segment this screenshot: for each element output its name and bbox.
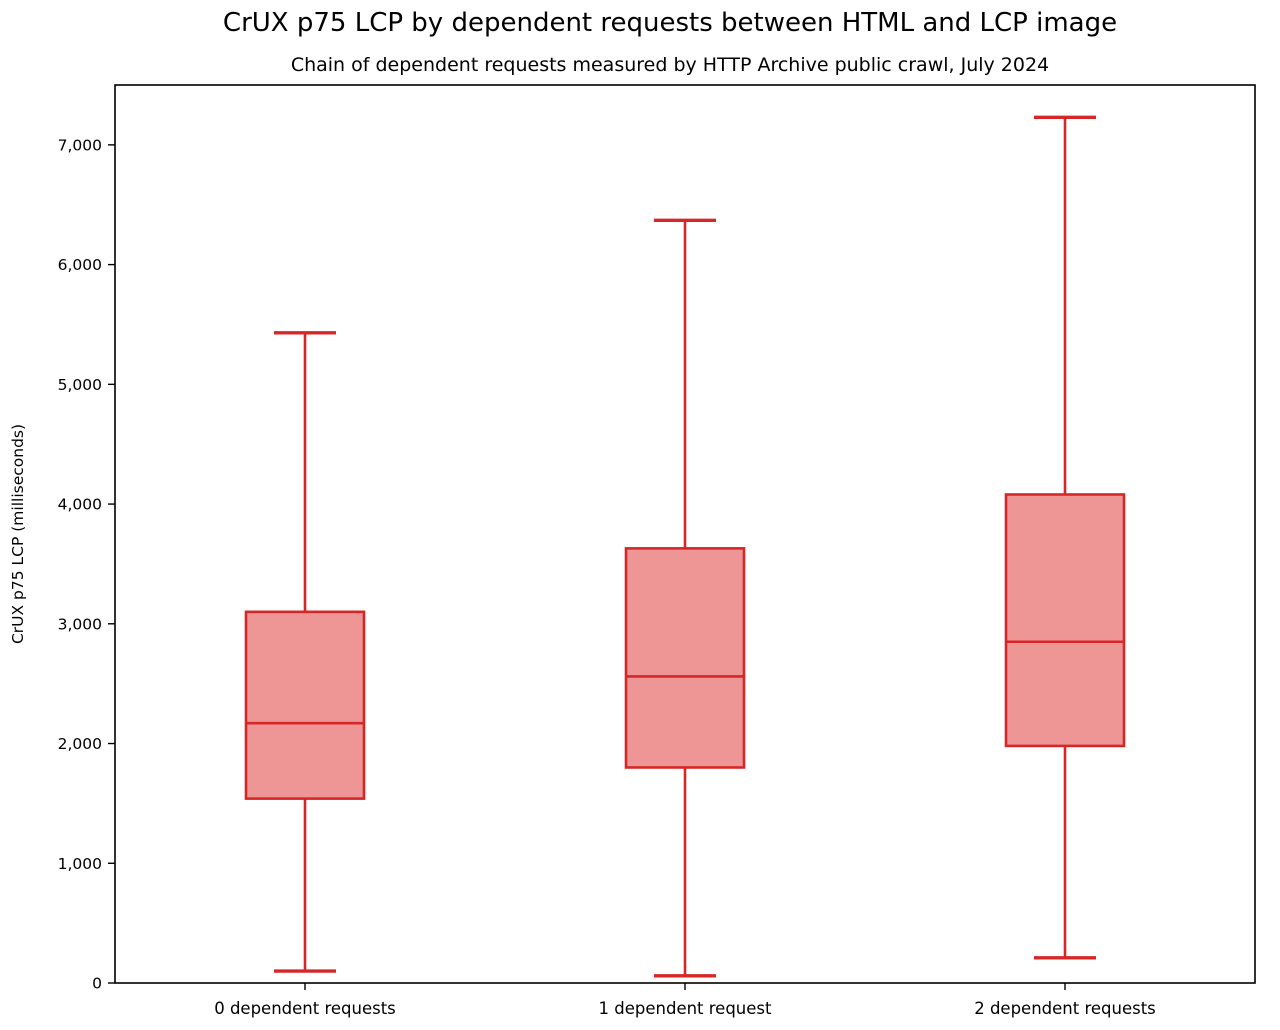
y-tick-label: 1,000 — [58, 855, 102, 873]
y-tick-label: 3,000 — [58, 615, 102, 633]
y-tick-label: 7,000 — [58, 136, 102, 154]
iqr-box — [244, 610, 366, 800]
iqr-box — [1004, 493, 1126, 748]
y-tick-label: 6,000 — [58, 256, 102, 274]
chart-title: CrUX p75 LCP by dependent requests betwe… — [222, 8, 1118, 38]
x-tick-label: 1 dependent request — [599, 999, 772, 1018]
y-axis-label: CrUX p75 LCP (milliseconds) — [9, 424, 27, 644]
y-tick-label: 4,000 — [58, 496, 102, 514]
y-tick-label: 5,000 — [58, 376, 102, 394]
iqr-box — [624, 547, 746, 769]
y-tick-label: 2,000 — [58, 735, 102, 753]
chart-subtitle: Chain of dependent requests measured by … — [290, 54, 1050, 76]
y-tick-label: 0 — [92, 975, 102, 993]
x-tick-label: 2 dependent requests — [974, 999, 1156, 1018]
x-tick-label: 0 dependent requests — [214, 999, 396, 1018]
